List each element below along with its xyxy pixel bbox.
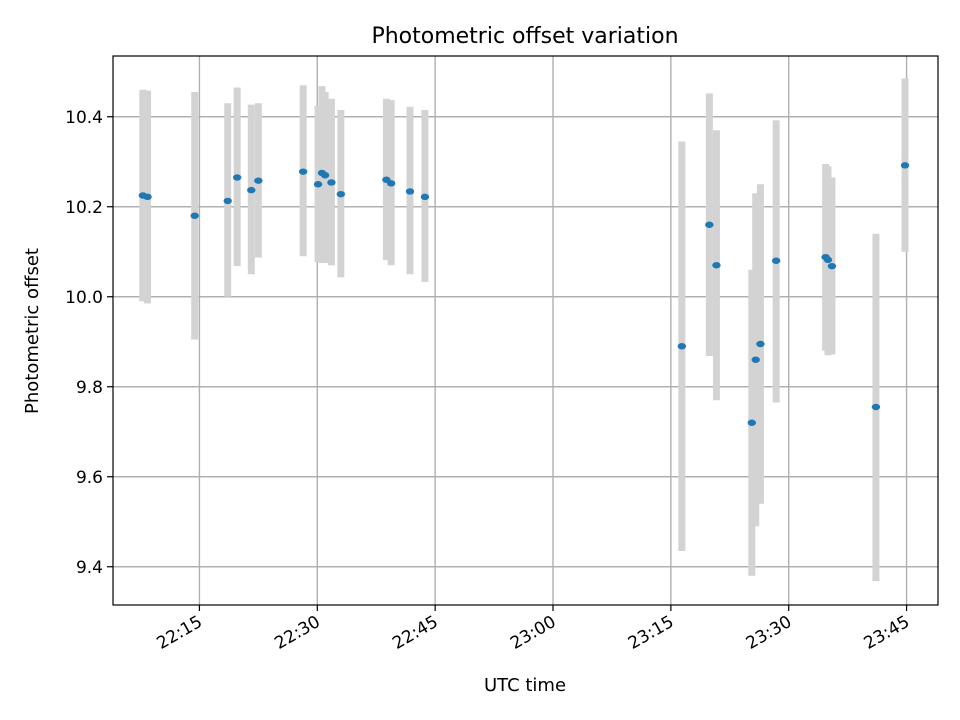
data-point [254,177,263,184]
data-point [143,193,152,201]
data-point [756,340,765,348]
y-tick-label: 9.8 [76,378,103,398]
y-tick-label: 10.4 [65,108,103,128]
chart-title: Photometric offset variation [371,24,678,49]
data-point [705,221,714,228]
data-point [336,190,346,198]
data-point [420,193,430,201]
data-point [320,172,330,179]
data-point [751,356,760,363]
data-point [298,168,308,175]
data-point [827,262,837,270]
data-point [871,403,881,411]
y-axis-label: Photometric offset [22,248,43,414]
y-axis-ticks: 9.4 9.6 9.8 10.0 10.2 10.4 [65,108,113,578]
data-point [313,181,323,188]
data-point [771,257,781,264]
y-tick-label: 10.0 [65,288,103,308]
data-point [247,186,256,194]
data-point [823,256,833,264]
grid [113,56,938,605]
data-point [405,188,415,195]
y-tick-label: 9.6 [76,468,103,488]
data-point [223,197,232,205]
data-point [232,174,242,181]
data-point [677,343,687,350]
data-point [747,419,756,426]
data-point [386,180,396,187]
y-tick-label: 10.2 [65,198,103,218]
data-point [712,262,721,269]
data-points [138,162,910,426]
data-point [327,179,336,186]
y-tick-label: 9.4 [76,558,103,578]
data-point [190,212,199,219]
data-point [900,162,910,169]
x-axis-label: UTC time [484,675,566,696]
plot-frame [112,55,939,606]
